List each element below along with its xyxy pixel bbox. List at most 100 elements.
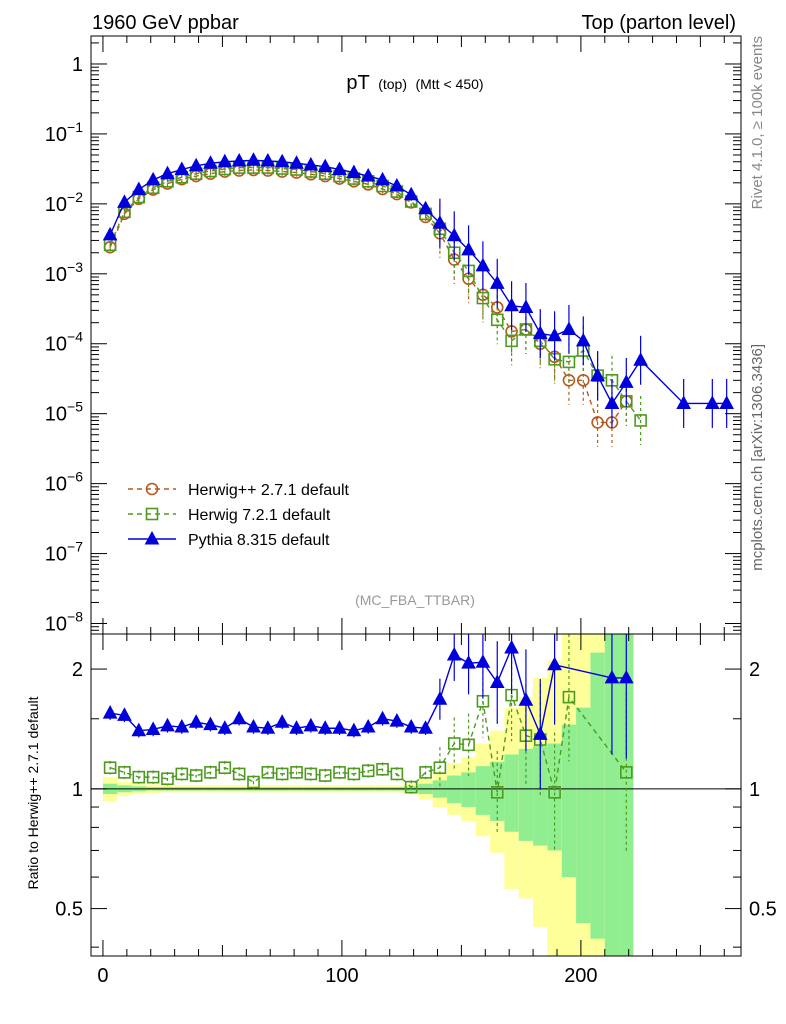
ratio-data-point <box>231 710 247 725</box>
ratio-data-point <box>146 770 160 784</box>
main-y-tick-label: 10−2 <box>45 189 83 216</box>
main-y-tick-label: 10−3 <box>45 259 83 286</box>
green-band-bin <box>447 775 462 804</box>
side-label-top: Rivet 4.1.0, ≥ 100k events <box>749 36 766 209</box>
tick-exponent: −1 <box>67 119 83 135</box>
main-y-tick-label: 10−5 <box>45 399 83 426</box>
tick-exponent: −6 <box>67 469 83 485</box>
ratio-data-point <box>304 767 318 781</box>
ratio-data-point <box>290 766 303 779</box>
main-y-tick-label: 1 <box>72 54 83 76</box>
green-band-bin <box>533 746 548 846</box>
ratio-series-line <box>109 694 627 793</box>
green-band-bin <box>576 707 591 923</box>
ratio-y-tick-label: 2 <box>72 659 83 681</box>
series-line <box>109 159 727 405</box>
ratio-data-point <box>102 705 118 719</box>
ratio-data-point <box>275 767 289 781</box>
data-point <box>418 200 433 215</box>
ratio-data-point <box>303 717 319 732</box>
x-tick-label: 200 <box>564 965 597 987</box>
ratio-data-point <box>247 775 260 789</box>
data-point <box>676 395 691 409</box>
main-y-tick-label: 10−6 <box>45 469 83 496</box>
series-square <box>103 161 647 445</box>
ratio-data-point <box>489 674 505 689</box>
ratio-data-point <box>188 714 204 728</box>
ratio-data-point <box>161 772 174 786</box>
main-y-tick-label: 10−4 <box>45 329 83 356</box>
tick-base: 10 <box>45 544 67 566</box>
ratio-data-point <box>333 766 346 779</box>
data-point <box>634 414 647 427</box>
data-point <box>618 374 634 388</box>
data-point <box>489 275 505 289</box>
main-y-tick-label: 10−7 <box>45 539 83 566</box>
ratio-data-point <box>118 766 131 779</box>
data-point <box>174 161 190 175</box>
data-point <box>562 355 576 369</box>
data-point <box>575 332 591 347</box>
legend-entry: Pythia 8.315 default <box>128 530 330 549</box>
analysis-label: (MC_FBA_TTBAR) <box>355 592 475 608</box>
ratio-data-point <box>375 710 390 725</box>
data-point <box>490 313 504 327</box>
ratio-data-point <box>619 766 633 779</box>
data-point <box>719 395 735 409</box>
data-point <box>217 153 233 168</box>
ratio-data-point <box>232 767 246 781</box>
series-line <box>109 166 642 421</box>
ratio-data-point <box>504 639 519 654</box>
ratio-data-point <box>174 718 190 733</box>
data-point <box>633 352 648 366</box>
green-band-bin <box>504 754 519 832</box>
ratio-data-point <box>346 722 362 737</box>
ratio-data-point <box>218 761 232 775</box>
data-point <box>704 395 720 409</box>
ratio-data-point <box>132 770 146 784</box>
legend-marker <box>145 482 159 496</box>
main-plot-panel: 110−110−210−310−410−510−610−710−8 pT (to… <box>45 35 742 636</box>
ratio-data-point <box>376 762 389 776</box>
data-point <box>289 155 304 169</box>
tick-base: 10 <box>45 474 67 496</box>
data-point <box>604 395 620 409</box>
data-point <box>231 152 247 167</box>
data-point <box>160 165 175 180</box>
green-band-bin <box>590 652 605 939</box>
tick-exponent: −7 <box>67 539 83 555</box>
plot-title-main: pT <box>346 72 369 94</box>
ratio-plot-panel: 0.5 0.5 1 1 2 2 0 100 200 <box>55 633 777 987</box>
side-label-bottom: mcplots.cern.ch [arXiv:1306.3436] <box>749 344 766 571</box>
ratio-series-line <box>110 645 627 737</box>
data-point <box>203 155 218 169</box>
tick-exponent: −4 <box>67 329 83 345</box>
ratio-data-point <box>548 786 561 799</box>
data-point <box>303 156 319 171</box>
data-point <box>505 334 518 348</box>
legend: Herwig++ 2.7.1 default Herwig 7.2.1 defau… <box>128 482 350 549</box>
ratio-data-point <box>432 691 448 705</box>
data-point <box>547 327 562 342</box>
legend-entry: Herwig 7.2.1 default <box>128 507 331 524</box>
ratio-y-label: Ratio to Herwig++ 2.7.1 default <box>25 696 41 889</box>
tick-exponent: −5 <box>67 399 83 415</box>
ratio-data-point <box>490 786 504 799</box>
ratio-data-point <box>318 769 332 782</box>
ratio-data-point <box>461 655 476 669</box>
data-point <box>117 194 132 208</box>
ratio-data-point <box>404 780 418 794</box>
ratio-data-point <box>518 692 534 706</box>
ratio-data-point <box>289 720 304 734</box>
data-point <box>504 297 519 312</box>
ratio-data-point <box>103 761 117 775</box>
series-triangle <box>102 152 735 428</box>
tick-exponent: −3 <box>67 259 83 275</box>
data-point <box>461 241 476 256</box>
ratio-data-point <box>390 767 404 781</box>
data-point <box>375 171 390 186</box>
ratio-data-point <box>418 720 433 734</box>
ratio-data-point <box>203 716 218 731</box>
legend-marker <box>144 530 160 545</box>
